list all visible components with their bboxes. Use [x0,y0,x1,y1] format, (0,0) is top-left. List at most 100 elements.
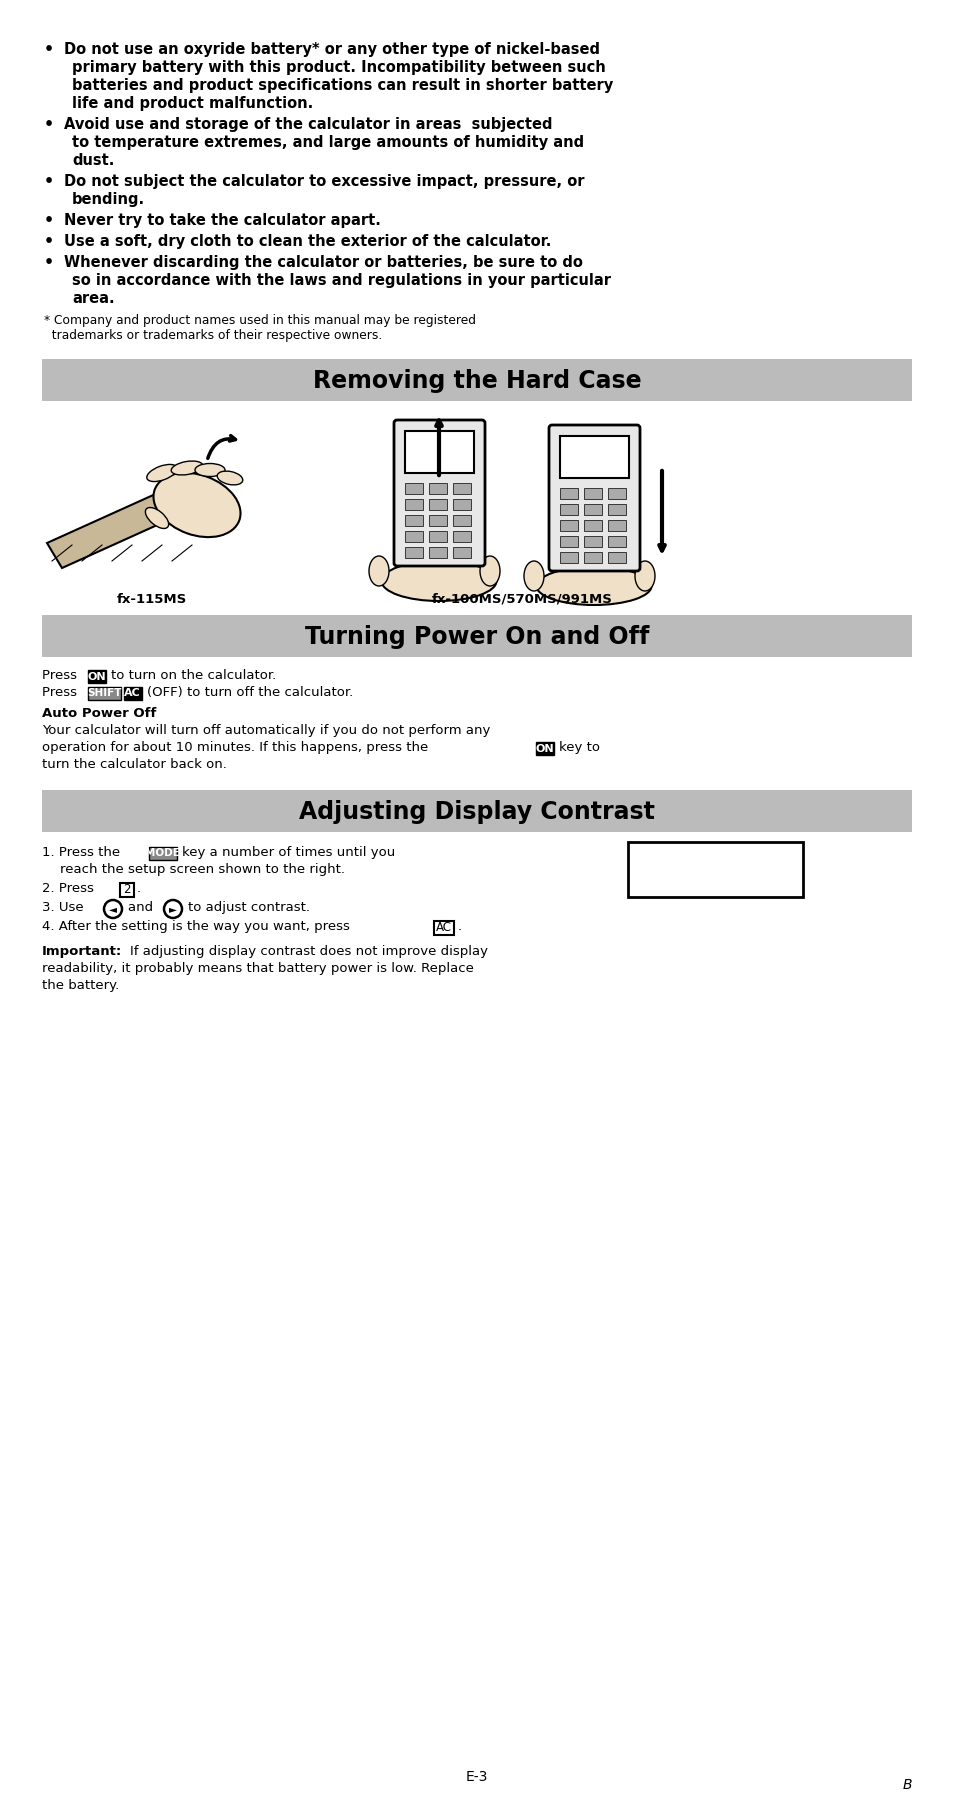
Bar [42,791,911,832]
Text: .: . [137,883,141,895]
Text: 1        2: 1 2 [685,874,744,886]
Bar [429,547,447,558]
Text: Disp ◄CONT►: Disp ◄CONT► [667,856,762,868]
Bar [453,514,471,525]
Bar [453,484,471,495]
Polygon shape [47,473,216,569]
Text: Removing the Hard Case: Removing the Hard Case [313,368,640,393]
Text: (OFF) to turn off the calculator.: (OFF) to turn off the calculator. [147,686,353,699]
Text: •: • [44,42,54,58]
Text: Do not subject the calculator to excessive impact, pressure, or: Do not subject the calculator to excessi… [64,173,584,190]
Bar [434,921,454,935]
Text: key to: key to [558,742,598,754]
Text: fx-100MS/570MS/991MS: fx-100MS/570MS/991MS [431,594,612,606]
Text: and: and [128,901,157,913]
Text: ON: ON [535,744,554,753]
Bar [120,883,134,897]
Text: readability, it probably means that battery power is low. Replace: readability, it probably means that batt… [42,962,474,975]
Text: so in accordance with the laws and regulations in your particular: so in accordance with the laws and regul… [71,273,610,289]
Text: trademarks or trademarks of their respective owners.: trademarks or trademarks of their respec… [44,329,382,341]
Bar [429,484,447,495]
Text: key a number of times until you: key a number of times until you [181,847,395,859]
Text: MODE: MODE [145,848,180,857]
Bar [429,531,447,542]
Bar [42,359,911,401]
Bar [124,688,141,700]
Text: fx-115MS: fx-115MS [117,594,187,606]
Text: 3. Use: 3. Use [42,901,88,913]
FancyBboxPatch shape [548,424,639,570]
Text: Press: Press [42,670,81,682]
Text: 2. Press: 2. Press [42,883,98,895]
Bar [559,504,578,514]
Text: •: • [44,173,54,190]
Text: SHIFT: SHIFT [87,688,122,699]
Text: Use a soft, dry cloth to clean the exterior of the calculator.: Use a soft, dry cloth to clean the exter… [64,235,551,249]
Text: operation for about 10 minutes. If this happens, press the: operation for about 10 minutes. If this … [42,742,432,754]
Text: B: B [902,1778,911,1792]
Bar [607,504,625,514]
Bar [607,552,625,563]
Bar [607,520,625,531]
Bar [453,547,471,558]
Text: * Company and product names used in this manual may be registered: * Company and product names used in this… [44,314,476,327]
Text: E-3: E-3 [465,1771,488,1783]
Ellipse shape [147,464,177,482]
Text: If adjusting display contrast does not improve display: If adjusting display contrast does not i… [130,946,488,958]
Text: Whenever discarding the calculator or batteries, be sure to do: Whenever discarding the calculator or ba… [64,255,582,271]
Bar [453,531,471,542]
Ellipse shape [369,556,389,587]
Bar [453,498,471,511]
Bar [429,514,447,525]
Bar [583,504,601,514]
Text: to turn on the calculator.: to turn on the calculator. [111,670,275,682]
Text: ◄: ◄ [109,904,117,913]
Bar [559,536,578,547]
Text: the battery.: the battery. [42,978,119,993]
Bar [583,552,601,563]
Bar [88,670,106,682]
Text: Never try to take the calculator apart.: Never try to take the calculator apart. [64,213,380,227]
Bar [88,688,121,700]
Text: reach the setup screen shown to the right.: reach the setup screen shown to the righ… [60,863,345,875]
Bar [405,431,474,473]
Ellipse shape [479,556,499,587]
Text: 2: 2 [123,883,131,897]
Text: turn the calculator back on.: turn the calculator back on. [42,758,227,771]
Bar [559,487,578,498]
Bar [583,487,601,498]
Text: Avoid use and storage of the calculator in areas  subjected: Avoid use and storage of the calculator … [64,117,552,132]
Bar [405,498,422,511]
Bar [42,616,911,657]
Bar [627,841,802,897]
Text: Important:: Important: [42,946,122,958]
Ellipse shape [635,561,655,590]
Text: Adjusting Display Contrast: Adjusting Display Contrast [298,800,655,825]
Bar [149,847,176,859]
Text: 4. After the setting is the way you want, press: 4. After the setting is the way you want… [42,921,354,933]
Text: to adjust contrast.: to adjust contrast. [188,901,310,913]
Bar [607,536,625,547]
Text: •: • [44,235,54,249]
Text: ON: ON [88,671,106,682]
Bar [559,437,628,478]
Text: Auto Power Off: Auto Power Off [42,708,156,720]
Text: •: • [44,255,54,271]
Text: Turning Power On and Off: Turning Power On and Off [305,625,648,650]
Bar [559,520,578,531]
Text: 1. Press the: 1. Press the [42,847,124,859]
Text: life and product malfunction.: life and product malfunction. [71,96,313,110]
Bar [405,484,422,495]
Ellipse shape [523,561,543,590]
Bar [405,547,422,558]
Text: dust.: dust. [71,153,114,168]
Bar [583,520,601,531]
Text: Your calculator will turn off automatically if you do not perform any: Your calculator will turn off automatica… [42,724,490,736]
Text: primary battery with this product. Incompatibility between such: primary battery with this product. Incom… [71,60,605,76]
Ellipse shape [171,460,203,475]
Text: area.: area. [71,291,114,307]
Bar [405,531,422,542]
Text: .: . [456,921,461,933]
Ellipse shape [194,464,225,477]
Ellipse shape [217,471,242,486]
